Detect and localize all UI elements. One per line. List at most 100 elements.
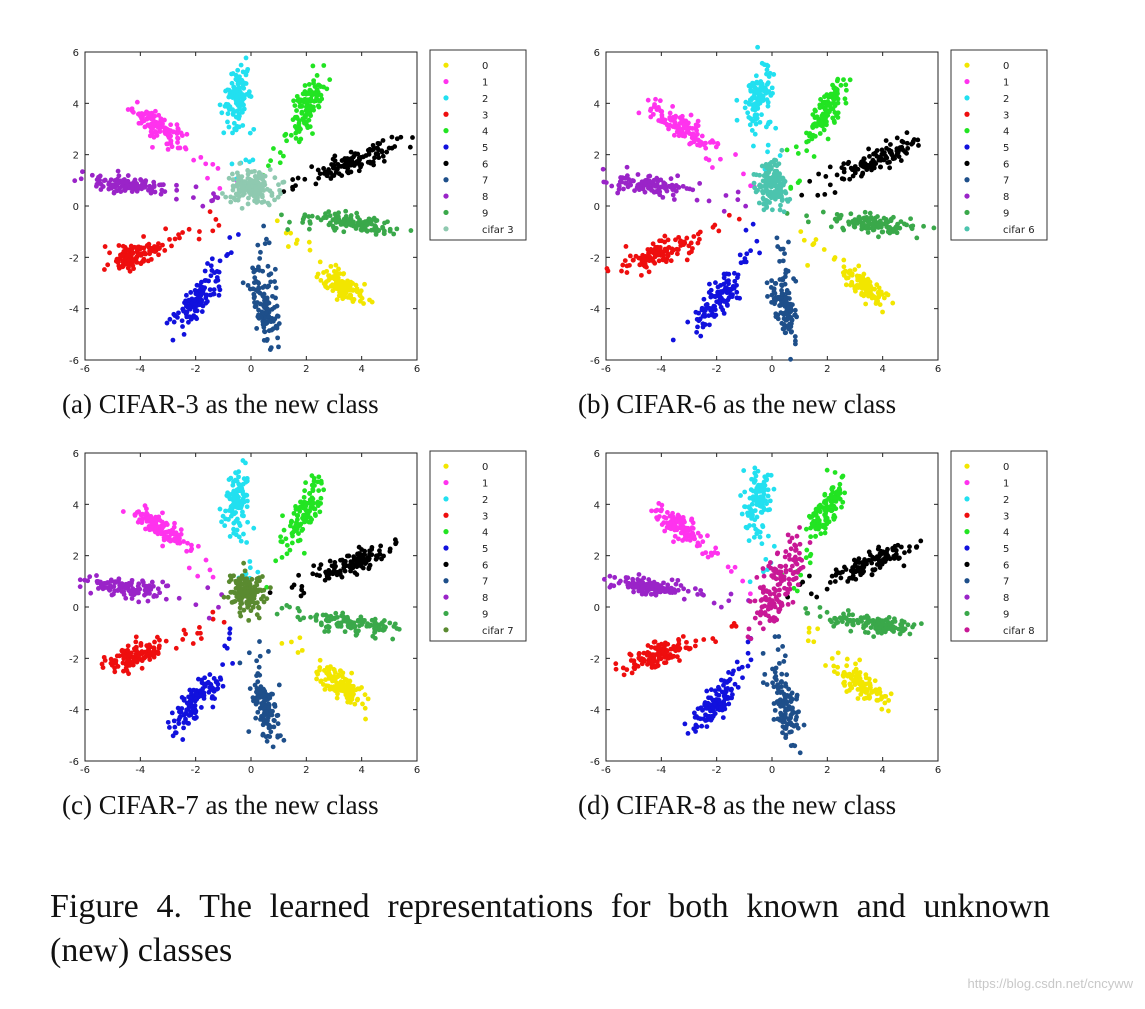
class-4-point <box>281 527 287 533</box>
class-6-point <box>850 173 856 179</box>
class-4-point <box>818 97 823 102</box>
class-0-point <box>847 681 853 687</box>
class-9-point <box>287 219 292 225</box>
class-9-point <box>323 624 329 630</box>
class-5-point <box>169 710 175 716</box>
legend-marker <box>443 111 449 117</box>
class-3-point <box>673 647 679 653</box>
class-4-point <box>307 491 312 496</box>
class-1-point <box>740 578 746 584</box>
class-2-point <box>229 161 235 167</box>
class-5-point <box>176 310 181 316</box>
class-4-point <box>791 585 797 591</box>
new-class-point <box>265 200 271 206</box>
y-tick-label: -2 <box>69 654 79 665</box>
class-4-point <box>812 121 818 127</box>
class-7-point <box>266 272 272 278</box>
class-1-point <box>671 132 677 138</box>
class-3-point <box>125 252 131 258</box>
class-2-point <box>247 159 252 165</box>
class-1-point <box>682 519 687 525</box>
class-2-point <box>243 81 249 86</box>
class-0-point <box>805 638 811 644</box>
class-0-point <box>274 218 280 224</box>
class-7-point <box>787 321 792 327</box>
class-2-point <box>759 499 765 505</box>
class-4-point <box>306 508 312 514</box>
x-tick-label: -4 <box>135 364 145 375</box>
class-2-point <box>765 80 771 86</box>
class-3-point <box>180 637 186 642</box>
class-2-point <box>747 122 753 128</box>
class-2-point <box>247 130 253 136</box>
class-2-point <box>751 523 757 528</box>
new-class-point <box>228 199 234 205</box>
legend-marker <box>443 545 449 551</box>
class-0-point <box>859 683 865 689</box>
class-9-point <box>295 614 301 620</box>
class-8-point <box>117 582 123 588</box>
x-tick-label: 4 <box>358 765 364 776</box>
class-6-point <box>884 145 889 151</box>
class-4-point <box>811 154 817 159</box>
class-0-point <box>876 285 882 291</box>
class-8-point <box>123 595 129 601</box>
class-1-point <box>198 154 204 160</box>
class-5-point <box>727 286 733 292</box>
class-6-point <box>345 553 350 559</box>
class-0-point <box>294 237 300 243</box>
class-4-point <box>825 136 831 142</box>
class-3-point <box>133 639 139 645</box>
class-3-point <box>139 665 145 671</box>
class-0-point <box>863 288 869 294</box>
class-1-point <box>134 99 140 105</box>
legend-label: 9 <box>482 609 488 620</box>
class-3-point <box>133 645 139 650</box>
class-0-point <box>841 273 847 278</box>
class-4-point <box>271 146 276 151</box>
class-4-point <box>310 488 316 494</box>
x-tick-label: 2 <box>303 364 309 375</box>
class-2-point <box>771 543 777 549</box>
class-5-point <box>721 275 727 281</box>
class-3-point <box>622 258 628 264</box>
class-1-point <box>120 509 126 514</box>
class-5-point <box>685 319 691 325</box>
class-0-point <box>855 275 861 281</box>
class-3-point <box>113 258 119 264</box>
legend-marker <box>443 479 449 486</box>
class-6-point <box>849 167 855 173</box>
legend-label: 4 <box>1003 127 1009 138</box>
class-4-point <box>841 77 846 83</box>
class-0-point <box>325 683 331 689</box>
class-5-point <box>757 250 762 256</box>
class-2-point <box>771 72 777 77</box>
class-3-point <box>692 643 698 649</box>
class-9-point <box>376 624 382 630</box>
class-1-point <box>178 527 184 533</box>
class-9-point <box>387 228 393 234</box>
class-2-point <box>222 523 228 529</box>
legend-marker <box>443 463 449 469</box>
class-1-point <box>175 135 180 141</box>
class-7-point <box>782 330 788 336</box>
class-7-point <box>782 325 787 331</box>
class-1-point <box>681 131 686 137</box>
class-6-point <box>860 170 866 176</box>
class-4-point <box>840 473 846 479</box>
class-5-point <box>696 310 702 316</box>
class-8-point <box>600 166 606 172</box>
class-5-point <box>726 278 731 284</box>
class-0-point <box>347 697 352 703</box>
class-7-point <box>258 249 263 255</box>
class-9-point <box>879 229 885 235</box>
class-1-point <box>174 122 180 128</box>
class-9-point <box>390 636 396 642</box>
class-6-point <box>332 158 338 164</box>
class-2-point <box>773 125 779 131</box>
class-5-point <box>707 322 712 328</box>
class-6-point <box>883 138 889 144</box>
class-5-point <box>173 730 179 736</box>
class-5-point <box>740 675 745 681</box>
legend-marker <box>964 128 970 134</box>
